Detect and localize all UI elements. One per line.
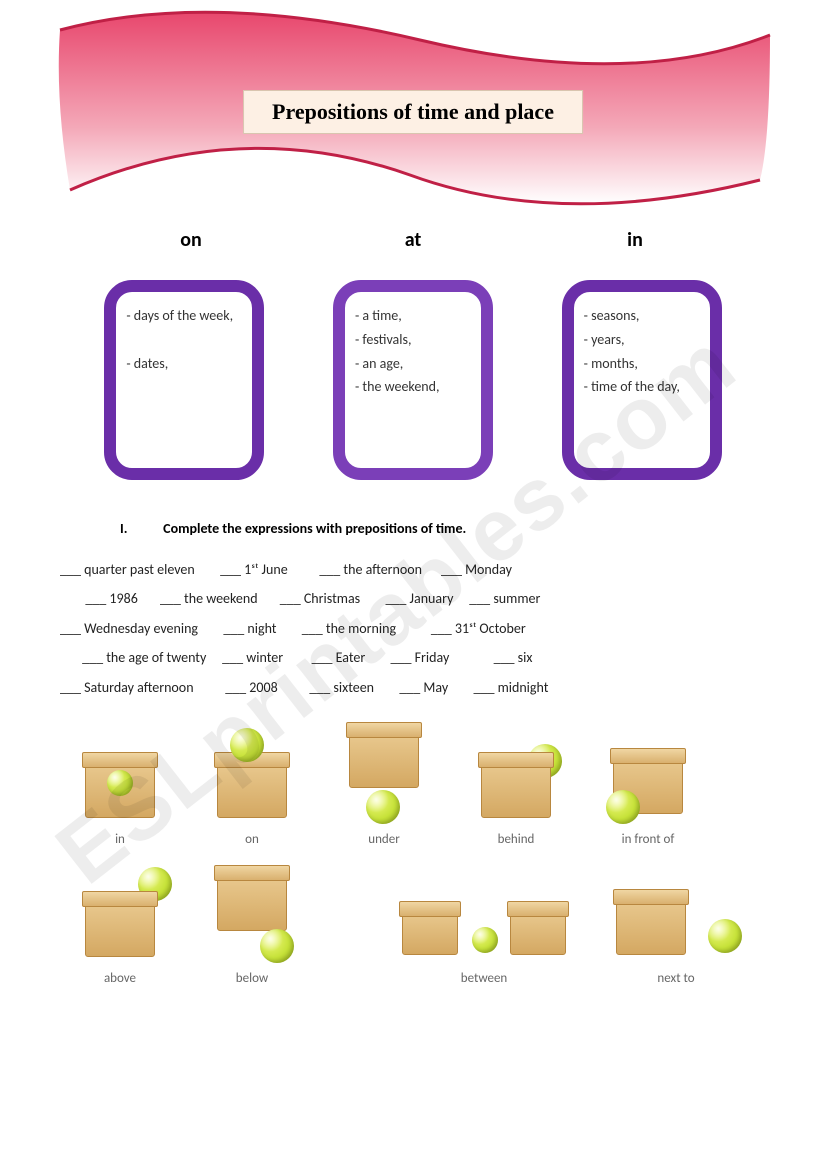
cell-on: on	[192, 726, 312, 847]
cell-in: in	[60, 726, 180, 847]
cell-under: under	[324, 726, 444, 847]
label-in-front-of: in front of	[622, 832, 675, 847]
page-title: Prepositions of time and place	[243, 90, 583, 134]
cell-below: below	[192, 865, 312, 986]
exercise-row: ___ Wednesday evening ___ night ___ the …	[60, 614, 766, 643]
cell-next-to: next to	[586, 865, 766, 986]
card-on: - days of the week, - dates,	[104, 280, 264, 480]
section-number: I.	[120, 520, 160, 537]
label-in: in	[115, 832, 125, 847]
section-text: Complete the expressions with prepositio…	[163, 520, 466, 537]
cell-behind: behind	[456, 726, 576, 847]
cards-row: - days of the week, - dates, - a time, -…	[0, 280, 826, 480]
card-line: - festivals,	[355, 328, 471, 352]
label-between: between	[461, 971, 508, 986]
card-line: - seasons,	[584, 304, 700, 328]
image-row-2: above below between next to	[60, 865, 766, 986]
exercise-row: ___ quarter past eleven ___ 1ˢᵗ June ___…	[60, 555, 766, 584]
label-under: under	[368, 832, 400, 847]
label-below: below	[236, 971, 268, 986]
label-on: on	[245, 832, 259, 847]
exercise-row: ___ Saturday afternoon ___ 2008 ___ sixt…	[60, 673, 766, 702]
image-row-1: in on under behind	[60, 726, 766, 847]
card-line: - a time,	[355, 304, 471, 328]
card-line: - dates,	[126, 352, 242, 376]
section-heading: I. Complete the expressions with preposi…	[120, 520, 766, 537]
header-on: on	[116, 228, 266, 252]
card-line: - years,	[584, 328, 700, 352]
label-behind: behind	[498, 832, 535, 847]
card-line: - time of the day,	[584, 375, 700, 399]
card-line: - an age,	[355, 352, 471, 376]
label-next-to: next to	[657, 971, 694, 986]
exercise-row: ___ 1986 ___ the weekend ___ Christmas _…	[60, 584, 766, 613]
exercise: ___ quarter past eleven ___ 1ˢᵗ June ___…	[0, 555, 826, 702]
header-at: at	[338, 228, 488, 252]
card-line: - the weekend,	[355, 375, 471, 399]
header-in: in	[560, 228, 710, 252]
banner: Prepositions of time and place	[0, 0, 826, 220]
exercise-row: ___ the age of twenty ___ winter ___ Eat…	[60, 643, 766, 672]
cell-between: between	[394, 865, 574, 986]
cell-above: above	[60, 865, 180, 986]
card-in: - seasons, - years, - months, - time of …	[562, 280, 722, 480]
label-above: above	[104, 971, 136, 986]
card-at: - a time, - festivals, - an age, - the w…	[333, 280, 493, 480]
cell-in-front-of: in front of	[588, 726, 708, 847]
prep-headers: on at in	[0, 228, 826, 252]
place-prepositions: in on under behind	[0, 726, 826, 986]
card-line: - days of the week,	[126, 304, 242, 328]
card-line: - months,	[584, 352, 700, 376]
